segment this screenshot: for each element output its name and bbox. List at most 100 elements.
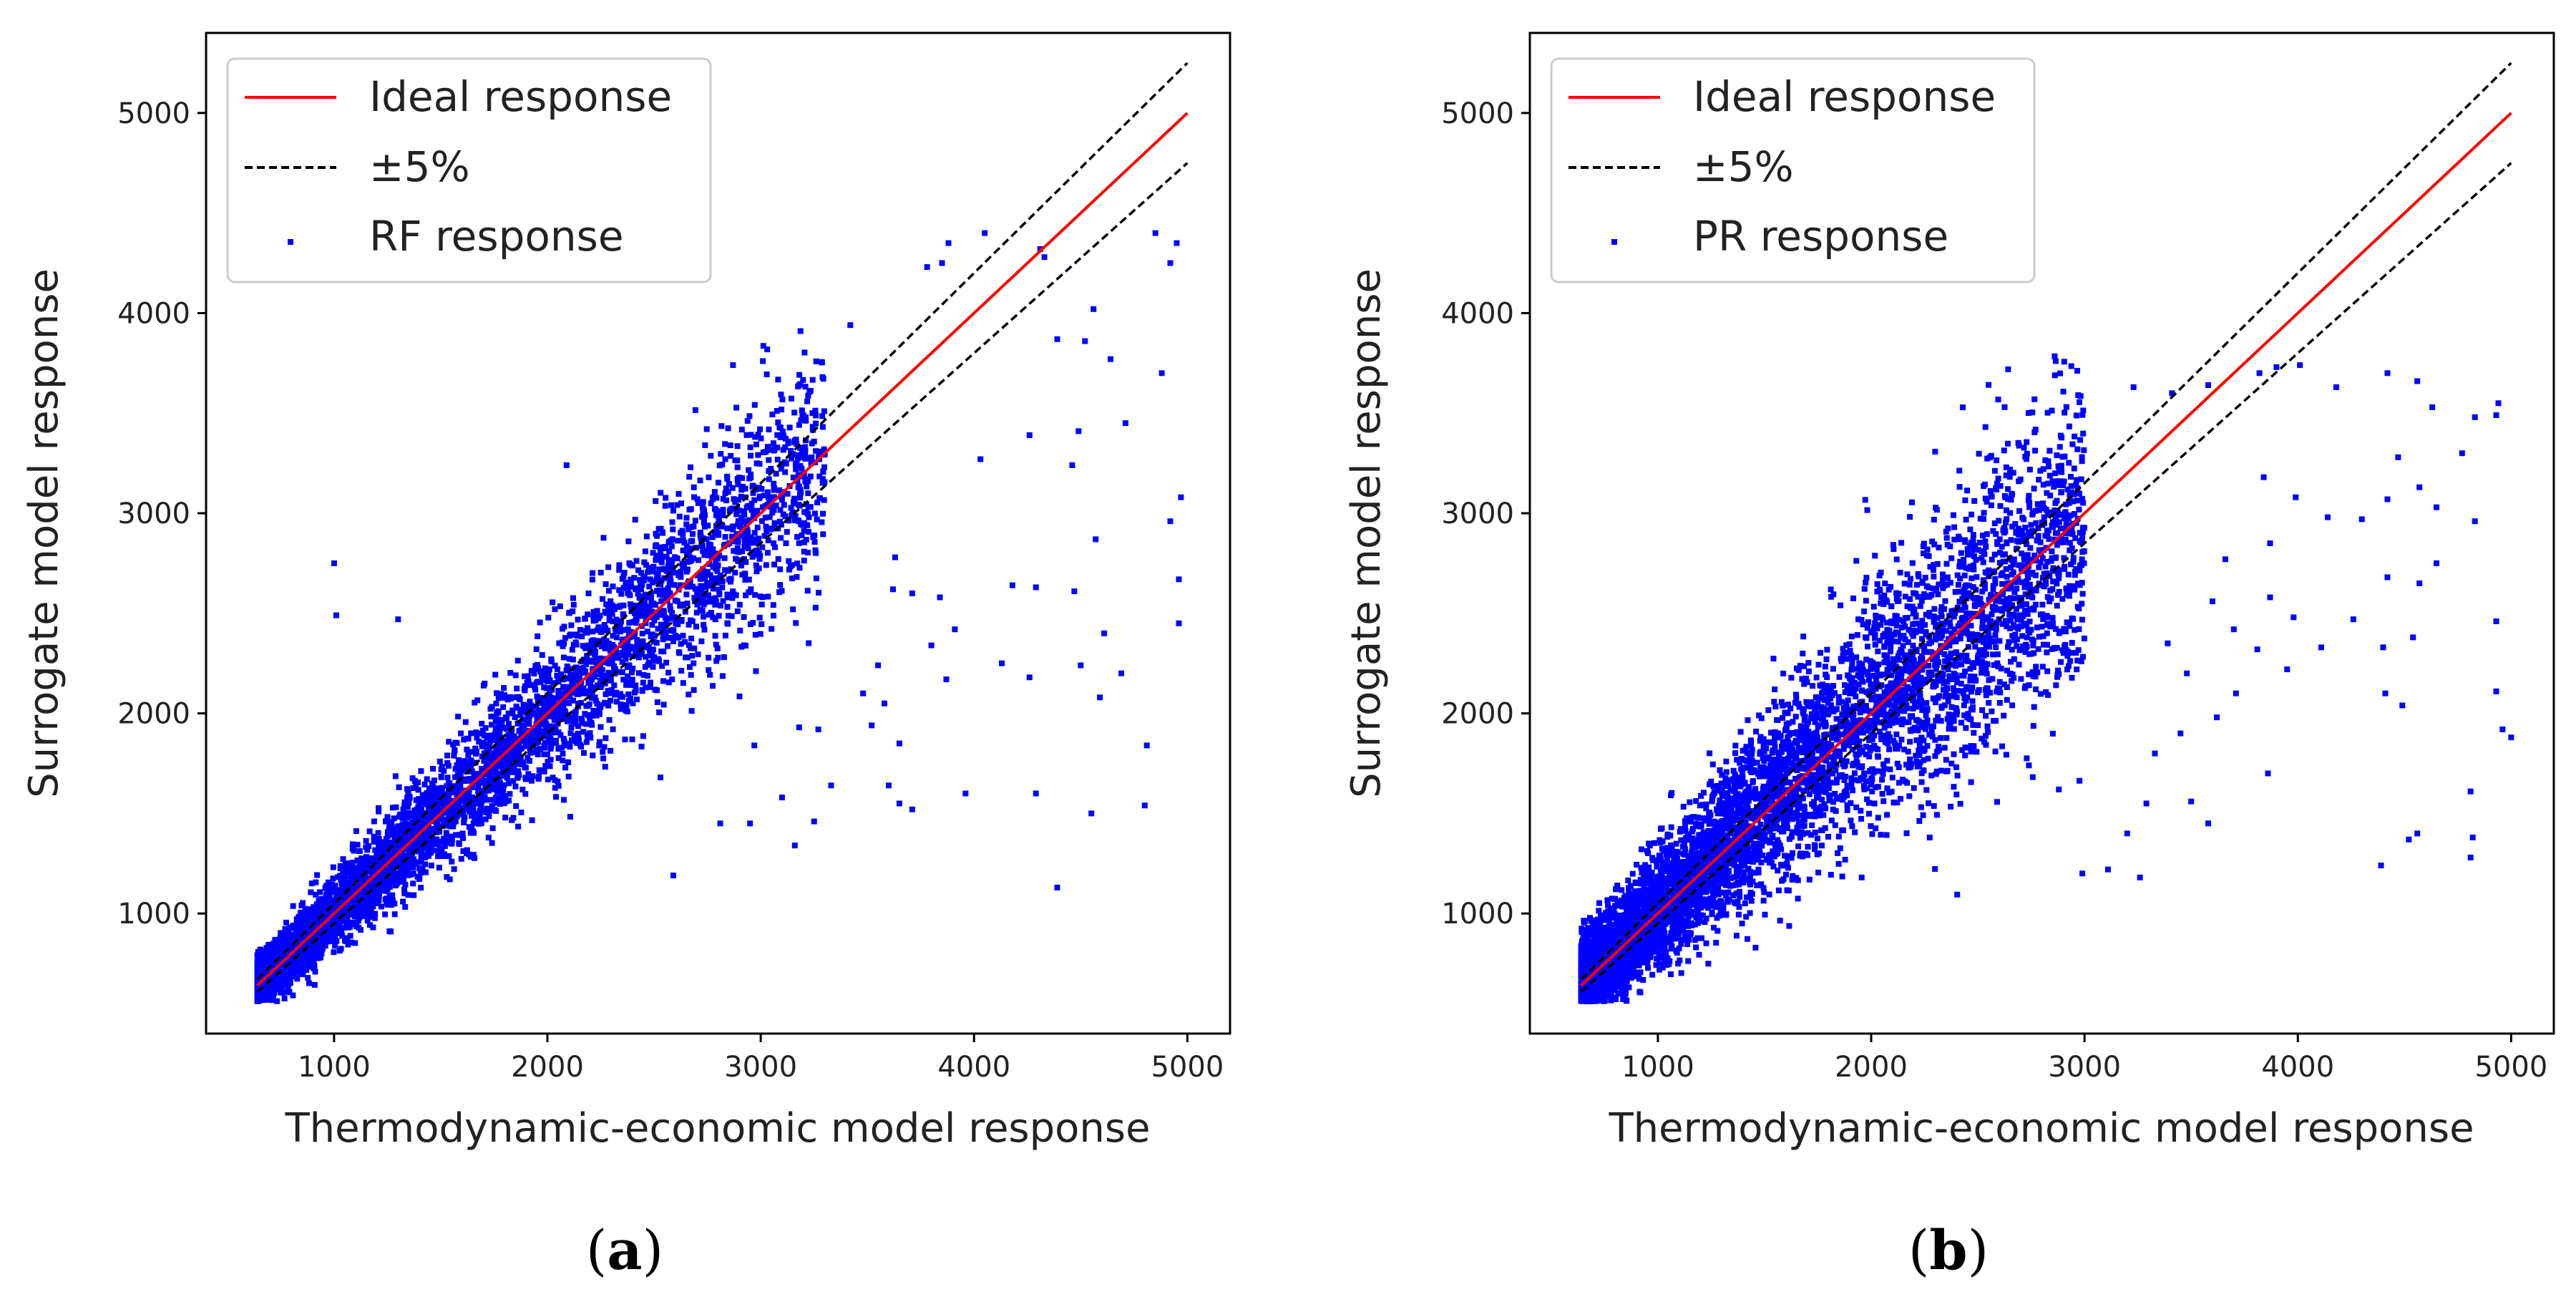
scatter-point xyxy=(567,674,574,680)
scatter-point xyxy=(788,505,794,511)
scatter-point xyxy=(680,548,686,553)
scatter-point xyxy=(653,640,660,646)
scatter-point xyxy=(603,601,610,608)
scatter-point xyxy=(590,608,597,615)
scatter-point xyxy=(608,598,614,604)
scatter-point xyxy=(259,953,265,959)
scatter-point xyxy=(746,413,753,419)
scatter-point xyxy=(426,844,433,850)
scatter-point xyxy=(555,666,561,672)
scatter-point xyxy=(415,779,421,785)
scatter-point xyxy=(758,621,765,627)
scatter-point xyxy=(568,724,575,731)
scatter-point xyxy=(602,691,609,697)
scatter-point xyxy=(405,865,411,871)
scatter-point xyxy=(702,523,708,530)
scatter-point xyxy=(627,592,633,598)
scatter-point xyxy=(337,926,343,932)
scatter-point xyxy=(535,633,541,639)
scatter-point xyxy=(758,518,765,524)
scatter-point xyxy=(674,555,680,561)
scatter-point xyxy=(613,628,619,634)
scatter-point xyxy=(499,762,504,769)
scatter-point xyxy=(722,441,728,447)
scatter-point xyxy=(490,735,496,742)
scatter-point xyxy=(449,837,455,843)
scatter-point xyxy=(543,724,550,731)
scatter-point xyxy=(480,682,487,689)
scatter-point xyxy=(452,789,458,795)
scatter-point xyxy=(526,741,532,747)
scatter-point xyxy=(635,608,640,614)
scatter-point xyxy=(394,824,400,830)
scatter-point xyxy=(702,442,708,448)
scatter-point xyxy=(728,452,734,459)
scatter-point xyxy=(696,593,703,600)
scatter-point xyxy=(755,452,761,458)
scatter-point xyxy=(576,674,582,681)
scatter-point xyxy=(681,540,688,546)
scatter-point xyxy=(791,500,798,507)
scatter-point xyxy=(400,878,406,884)
scatter-point xyxy=(692,407,698,413)
scatter-point xyxy=(801,349,808,356)
scatter-point xyxy=(485,787,492,794)
scatter-point xyxy=(610,583,616,590)
scatter-point xyxy=(629,676,635,683)
scatter-point xyxy=(560,643,566,649)
scatter-point xyxy=(479,774,485,781)
scatter-point xyxy=(331,897,337,903)
scatter-point xyxy=(701,506,707,513)
scatter-point xyxy=(557,603,563,609)
scatter-point xyxy=(651,654,658,661)
scatter-point xyxy=(638,586,644,593)
scatter-point xyxy=(771,494,777,500)
scatter-point xyxy=(542,721,548,727)
scatter-point xyxy=(720,512,726,518)
scatter-point xyxy=(637,593,643,599)
scatter-point xyxy=(608,687,615,694)
scatter-point xyxy=(766,457,772,463)
scatter-point xyxy=(453,805,459,812)
scatter-point xyxy=(456,757,462,763)
scatter-point xyxy=(647,653,653,659)
scatter-point xyxy=(673,618,680,624)
scatter-point xyxy=(600,755,607,762)
scatter-point xyxy=(532,686,539,693)
scatter-point xyxy=(306,954,312,961)
scatter-point xyxy=(641,573,648,580)
scatter-point xyxy=(752,434,758,440)
scatter-point xyxy=(781,502,787,508)
scatter-point xyxy=(457,805,463,811)
scatter-point xyxy=(300,971,306,977)
scatter-point xyxy=(492,714,499,720)
scatter-point xyxy=(776,589,783,596)
scatter-point xyxy=(694,601,701,608)
scatter-point xyxy=(647,647,653,654)
scatter-point xyxy=(374,877,381,883)
scatter-point xyxy=(330,875,336,882)
scatter-point xyxy=(376,890,382,896)
scatter-point xyxy=(527,747,533,754)
scatter-point xyxy=(750,490,756,496)
scatter-point xyxy=(293,966,299,973)
scatter-point xyxy=(357,892,364,898)
scatter-point xyxy=(722,632,728,638)
scatter-point xyxy=(610,618,616,625)
scatter-point xyxy=(747,444,753,450)
scatter-point xyxy=(560,736,567,742)
scatter-point xyxy=(531,671,537,676)
scatter-point xyxy=(438,773,444,779)
scatter-point xyxy=(325,879,331,885)
scatter-point xyxy=(758,601,765,608)
scatter-point xyxy=(547,757,554,763)
scatter-point xyxy=(537,619,543,626)
scatter-point xyxy=(714,568,721,574)
scatter-point xyxy=(447,876,453,883)
scatter-point xyxy=(683,591,690,598)
scatter-point xyxy=(557,704,563,710)
scatter-point xyxy=(444,874,450,880)
scatter-point xyxy=(396,784,402,790)
scatter-point xyxy=(494,789,500,795)
scatter-point xyxy=(402,881,409,888)
